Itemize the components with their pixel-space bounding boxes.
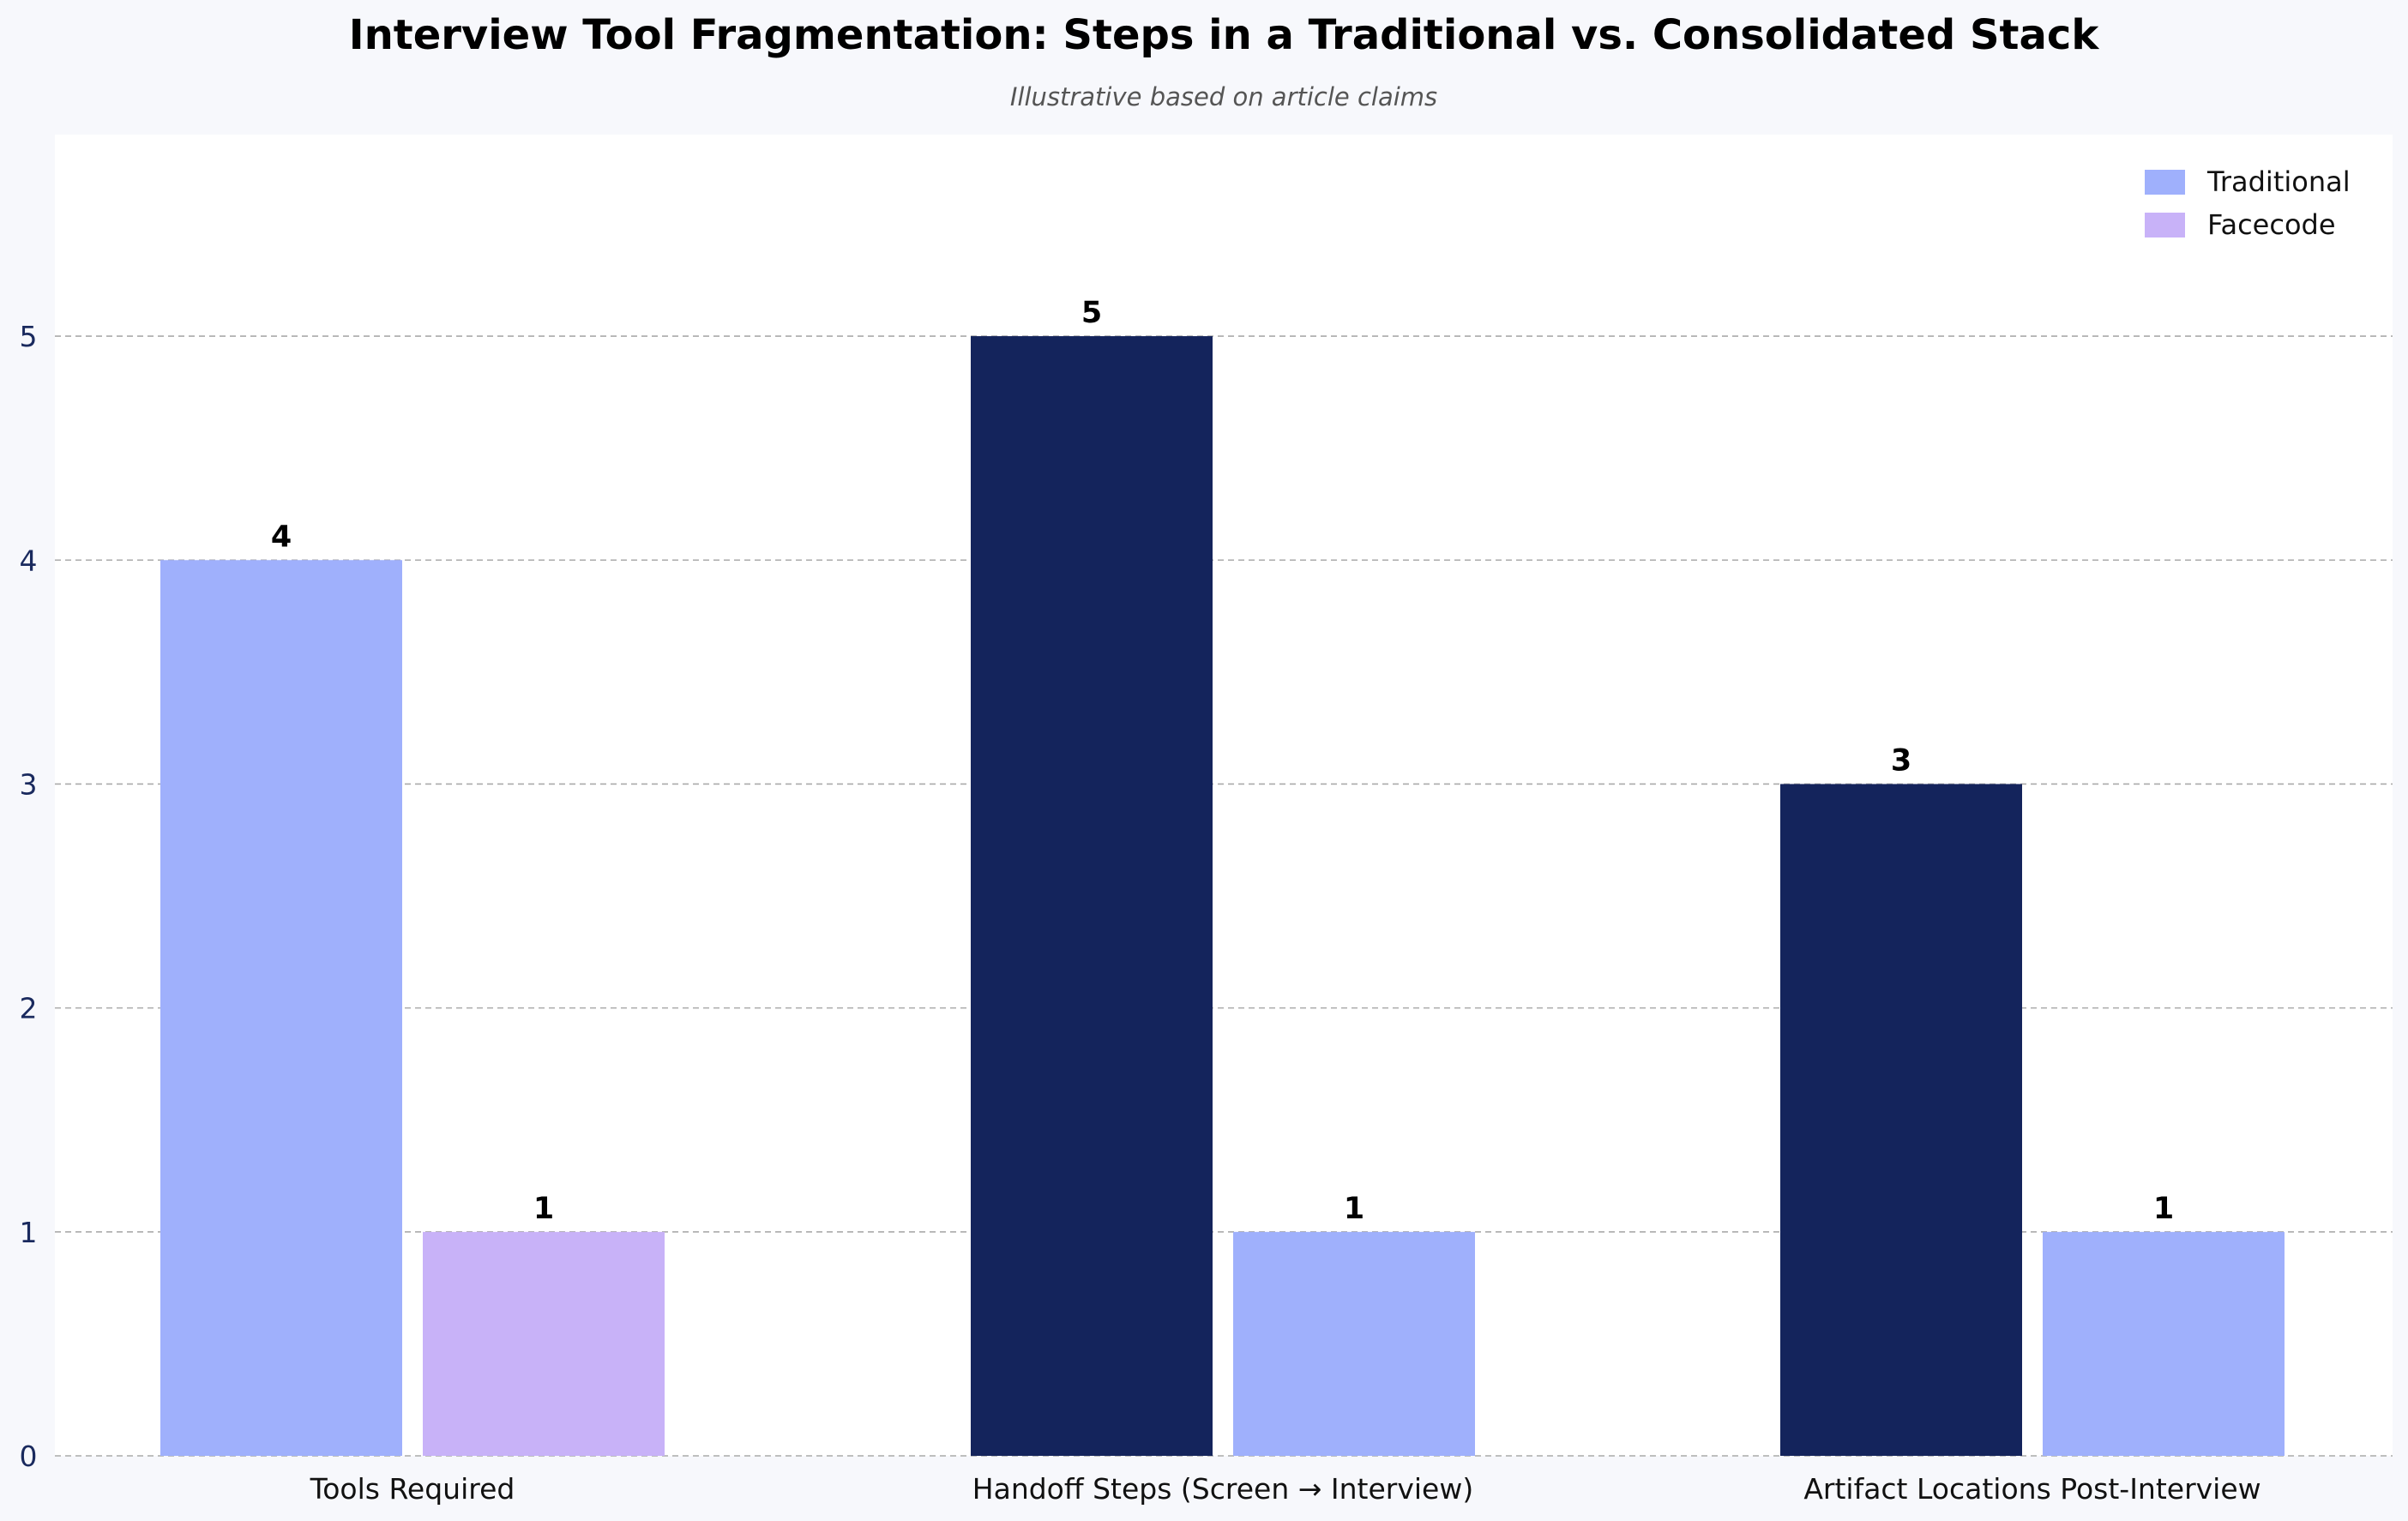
legend-label-traditional: Traditional <box>2206 165 2351 198</box>
data-label-traditional-1: 4 <box>271 520 292 554</box>
bar-traditional-1 <box>160 560 402 1457</box>
bar-facecode-2 <box>1233 1231 1475 1456</box>
bar-traditional-2 <box>971 336 1213 1456</box>
y-tick-label: 2 <box>20 992 38 1025</box>
legend-swatch-facecode <box>2145 213 2185 237</box>
y-tick-label: 5 <box>20 320 38 353</box>
axis-layer: 0 1 2 3 4 5 Tools Required Handoff Steps (Scree… <box>20 320 2261 1506</box>
data-label-facecode-2: 1 <box>1344 1192 1364 1226</box>
legend-swatch-traditional <box>2145 170 2185 195</box>
bar-facecode-1 <box>423 1231 665 1456</box>
chart-subtitle: Illustrative based on article claims <box>1010 82 1437 111</box>
data-label-traditional-2: 5 <box>1081 296 1102 330</box>
legend: Traditional Facecode <box>2145 165 2351 241</box>
plot-area <box>55 135 2393 1456</box>
x-category-label: Handoff Steps (Screen → Interview) <box>972 1472 1473 1506</box>
y-tick-label: 4 <box>20 544 38 577</box>
data-label-facecode-3: 1 <box>2153 1192 2174 1226</box>
bar-facecode-3 <box>2043 1231 2285 1456</box>
y-tick-label: 3 <box>20 767 38 801</box>
y-tick-label: 0 <box>20 1440 38 1473</box>
y-tick-label: 1 <box>20 1216 38 1249</box>
x-category-label: Artifact Locations Post-Interview <box>1803 1472 2261 1506</box>
legend-label-facecode: Facecode <box>2207 208 2336 241</box>
bar-traditional-3 <box>1780 784 2022 1456</box>
data-label-facecode-1: 1 <box>533 1192 554 1226</box>
x-category-label: Tools Required <box>310 1472 515 1506</box>
bar-layer <box>160 336 2285 1457</box>
data-label-traditional-3: 3 <box>1891 743 1911 778</box>
chart-title: Interview Tool Fragmentation: Steps in a… <box>349 11 2100 59</box>
label-layer: 4 5 3 1 1 1 <box>271 296 2174 1226</box>
